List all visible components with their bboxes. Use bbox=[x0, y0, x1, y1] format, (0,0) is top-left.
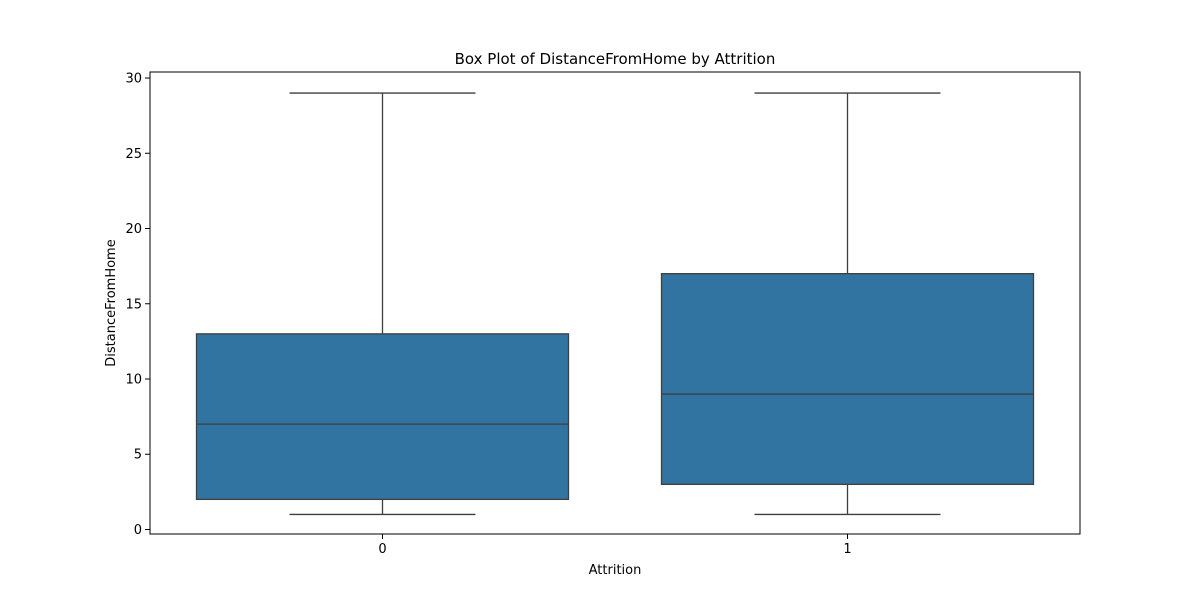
box-group-0 bbox=[195, 92, 570, 516]
iqr-box bbox=[660, 273, 1035, 485]
y-tick-label: 0 bbox=[134, 523, 142, 538]
x-axis-label: Attrition bbox=[589, 563, 642, 578]
x-tick-label: 0 bbox=[378, 542, 386, 557]
x-tick-label: 1 bbox=[843, 542, 851, 557]
plot-frame bbox=[149, 71, 1081, 535]
y-axis: 0 5 10 15 20 25 30 bbox=[125, 72, 150, 538]
y-tick-label: 25 bbox=[125, 147, 142, 162]
y-axis-label: DistanceFromHome bbox=[104, 239, 119, 366]
box-group-1 bbox=[660, 92, 1035, 516]
plot-area bbox=[195, 92, 1035, 516]
y-tick-label: 20 bbox=[125, 222, 142, 237]
y-tick-label: 10 bbox=[125, 372, 142, 387]
y-tick-label: 15 bbox=[125, 297, 142, 312]
chart-title: Box Plot of DistanceFromHome by Attritio… bbox=[455, 50, 776, 68]
y-tick-label: 5 bbox=[134, 448, 142, 463]
y-tick-label: 30 bbox=[125, 72, 142, 87]
iqr-box bbox=[195, 333, 570, 501]
